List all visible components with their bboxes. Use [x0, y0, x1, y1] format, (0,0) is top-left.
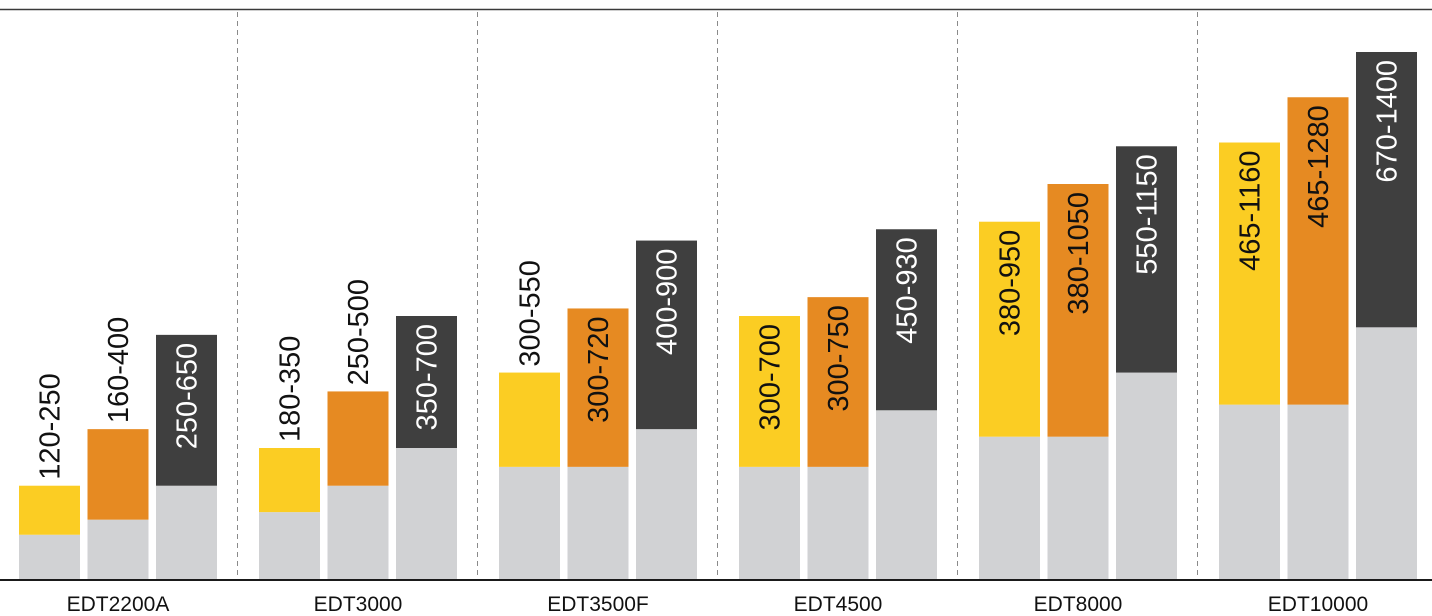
bar-data-label: 120-250 [35, 373, 67, 479]
bar-base [739, 466, 800, 580]
bar-base [396, 448, 457, 580]
bar-range [567, 308, 629, 467]
bar-range [739, 316, 800, 467]
bar-base [259, 512, 320, 580]
bar-base [87, 519, 149, 580]
bar-range [19, 485, 80, 535]
bar-base [876, 410, 937, 580]
bar-data-label: 450-930 [892, 237, 924, 343]
bar-range [1219, 142, 1280, 405]
bar-data-label: 465-1160 [1235, 151, 1267, 271]
bar-range [1356, 52, 1417, 328]
bar-data-label: 300-550 [515, 260, 547, 366]
bar-range [156, 334, 217, 486]
group-separators [237, 12, 1198, 580]
x-tick-label: EDT3500F [547, 593, 649, 616]
bars-layer [19, 52, 1417, 580]
bar-data-label: 300-750 [823, 305, 855, 411]
bar-data-label: 250-650 [172, 343, 204, 449]
bar-range [499, 372, 560, 467]
bar-base [807, 466, 869, 580]
x-tick-labels: EDT2200A EDT3000 EDT3500F EDT4500 EDT8000 EDT… [67, 593, 1369, 616]
bar-base [636, 429, 697, 580]
bar-range [1047, 184, 1109, 437]
bar-data-label: 380-950 [995, 230, 1027, 336]
bar-base [327, 485, 389, 580]
x-tick-label: EDT4500 [794, 593, 883, 616]
x-tick-label: EDT8000 [1034, 593, 1123, 616]
bar-base [567, 466, 629, 580]
bar-range [327, 391, 389, 486]
x-tick-label: EDT2200A [67, 593, 170, 616]
bar-range [1116, 146, 1177, 373]
bar-range [876, 229, 937, 411]
bar-range [396, 316, 457, 448]
bar-base [1116, 372, 1177, 580]
bar-base [156, 485, 217, 580]
bar-range [1287, 97, 1349, 405]
bar-base [19, 534, 80, 580]
bar-range [979, 221, 1040, 437]
bar-data-label: 300-700 [755, 324, 787, 430]
bar-range [259, 448, 320, 513]
bar-data-label: 350-700 [412, 324, 444, 430]
bar-data-label: 670-1400 [1372, 60, 1404, 183]
bar-data-label: 380-1050 [1063, 192, 1095, 315]
bar-base [979, 436, 1040, 580]
bar-base [1047, 436, 1109, 580]
x-tick-label: EDT10000 [1268, 593, 1368, 616]
bar-base [1219, 404, 1280, 580]
bar-data-label: 180-350 [275, 336, 307, 442]
bar-base [499, 466, 560, 580]
bar-data-label: 465-1280 [1303, 105, 1335, 228]
bar-data-label: 250-500 [343, 279, 375, 385]
bar-data-label: 300-720 [583, 316, 615, 422]
bar-labels-layer: 120-250 160-400 250-650 180-350 250-500 350-7… [35, 60, 1404, 480]
bar-data-label: 550-1150 [1132, 154, 1164, 274]
bar-range [807, 297, 869, 467]
bar-base [1287, 404, 1349, 580]
bar-range [87, 429, 149, 520]
bar-data-label: 400-900 [652, 249, 684, 355]
bar-data-label: 160-400 [103, 317, 135, 423]
x-tick-label: EDT3000 [314, 593, 403, 616]
bar-range [636, 240, 697, 430]
bar-base [1356, 327, 1417, 580]
